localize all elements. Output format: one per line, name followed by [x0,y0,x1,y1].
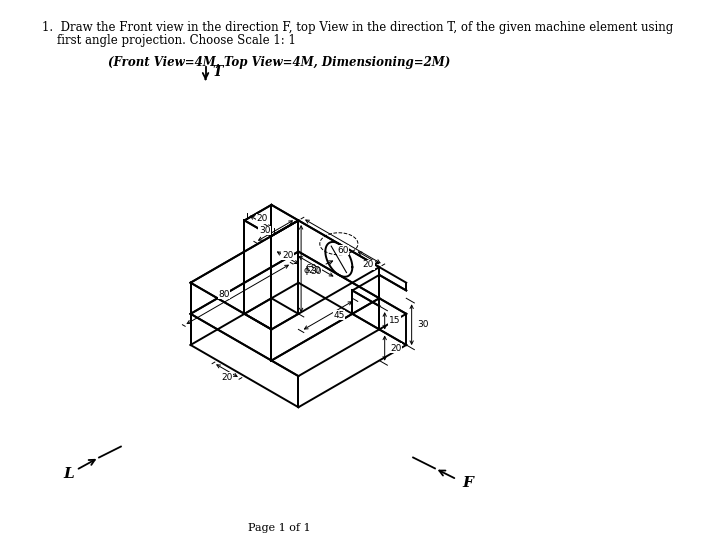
Text: ϕ20: ϕ20 [303,261,333,275]
Text: 45: 45 [334,311,344,320]
Text: 80: 80 [218,290,230,299]
Text: 20: 20 [362,260,374,270]
Text: 60: 60 [305,264,317,273]
Text: 20: 20 [390,344,402,352]
Text: 30: 30 [259,226,270,235]
Text: 1.  Draw the Front view in the direction F, top View in the direction T, of the : 1. Draw the Front view in the direction … [41,20,673,33]
Text: T: T [212,65,223,80]
Text: F: F [463,476,473,490]
Text: L: L [64,467,75,481]
Text: 20: 20 [282,250,294,260]
Text: 20: 20 [221,373,233,382]
Text: Page 1 of 1: Page 1 of 1 [248,524,310,534]
Text: 15: 15 [389,316,400,326]
Text: 30: 30 [310,267,322,276]
Text: first angle projection. Choose Scale 1: 1: first angle projection. Choose Scale 1: … [41,34,296,47]
Text: 60: 60 [337,246,349,255]
Text: 20: 20 [257,214,268,223]
Text: 30: 30 [417,320,428,329]
Text: (Front View=4M, Top View=4M, Dimensioning=2M): (Front View=4M, Top View=4M, Dimensionin… [108,56,450,69]
